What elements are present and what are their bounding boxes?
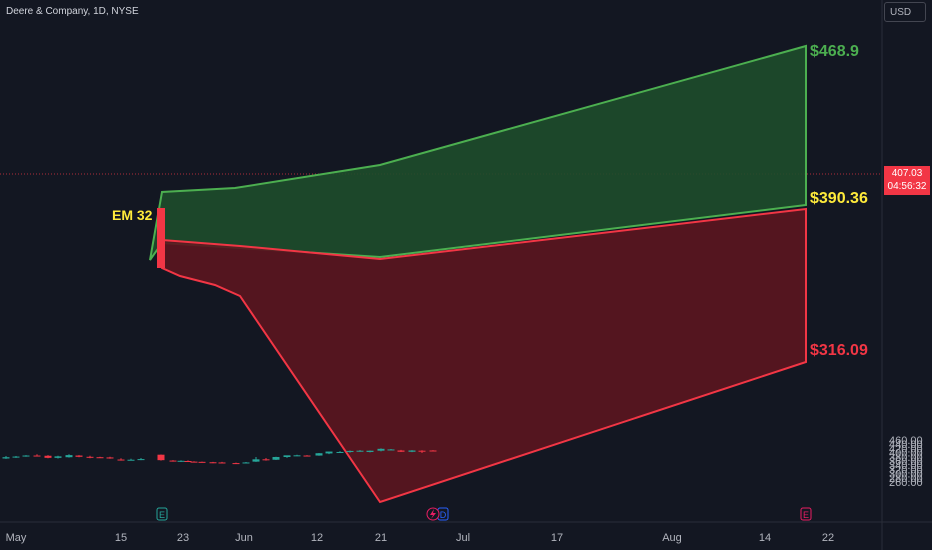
candle-body	[177, 460, 185, 462]
candle-body	[117, 459, 125, 461]
candle-body	[315, 453, 323, 456]
y-tick-label: 400.00	[889, 448, 923, 460]
candle-body	[137, 459, 145, 461]
y-tick-label: 440.00	[889, 439, 923, 451]
candle-body	[387, 449, 395, 451]
candle-body	[408, 450, 416, 452]
y-tick-label: 280.00	[889, 473, 923, 485]
lower-move-band	[161, 207, 807, 504]
candle-body	[106, 457, 114, 459]
x-tick-label: 12	[311, 532, 323, 544]
symbol-title: Deere & Company, 1D, NYSE	[6, 6, 139, 17]
candle-body	[366, 450, 374, 452]
candle-body	[232, 463, 240, 465]
upper-target-label: $468.9	[810, 43, 859, 60]
candle-body	[218, 462, 226, 464]
candle-body	[86, 456, 94, 458]
candle-body	[54, 456, 62, 458]
mid-target-label: $390.36	[810, 190, 868, 207]
y-tick-label: 360.00	[889, 456, 923, 468]
candle-body	[242, 462, 250, 464]
y-tick-label: 300.00	[889, 469, 923, 481]
candle-body	[157, 454, 165, 461]
candle-body	[283, 455, 291, 458]
y-tick-label: 460.00	[889, 435, 923, 447]
x-tick-label: 15	[115, 532, 127, 544]
candle-body	[2, 457, 10, 459]
event-letter: D	[440, 510, 447, 520]
expected-move-marker-bar	[157, 208, 165, 268]
candle-body	[184, 461, 192, 462]
bar-countdown: 04:56:32	[887, 181, 927, 192]
earnings-event-icon[interactable]: E	[800, 507, 812, 521]
candle-body	[418, 450, 426, 452]
candle-body	[33, 455, 41, 457]
candle-body	[127, 459, 135, 461]
split-lightning-icon[interactable]	[426, 507, 440, 521]
currency-selector[interactable]: USD	[884, 2, 926, 22]
y-tick-label: 320.00	[889, 464, 923, 476]
candle-body	[22, 455, 30, 457]
x-tick-label: Jun	[235, 532, 253, 544]
candle-body	[169, 460, 177, 462]
candle-body	[272, 457, 280, 460]
time-axis[interactable]: May 15 23 Jun 12 21 Jul 17 Aug 14 22	[6, 532, 835, 544]
x-tick-label: 14	[759, 532, 771, 544]
candle-body	[262, 459, 270, 461]
x-tick-label: May	[6, 532, 27, 544]
em-label: EM 32	[112, 207, 153, 223]
candle-body	[65, 455, 73, 458]
y-tick-label: 380.00	[889, 452, 923, 464]
candle-body	[190, 461, 198, 463]
candle-body	[293, 455, 301, 457]
y-tick-label: 260.00	[889, 477, 923, 489]
candle-body	[377, 448, 385, 451]
event-letter: E	[803, 510, 809, 520]
candle-body	[303, 455, 311, 457]
candle-body	[75, 455, 83, 457]
candle-body	[209, 462, 217, 464]
x-tick-label: Aug	[662, 532, 682, 544]
x-tick-label: Jul	[456, 532, 470, 544]
candle-body	[356, 450, 364, 452]
candle-body	[429, 450, 437, 452]
candle-body	[96, 457, 104, 459]
candle-body	[44, 455, 52, 458]
candle-body	[12, 456, 20, 458]
candle-body	[346, 450, 354, 452]
lower-target-label: $316.09	[810, 342, 868, 359]
event-letter: E	[159, 510, 165, 520]
candle-body	[397, 450, 405, 452]
x-tick-label: 17	[551, 532, 563, 544]
earnings-event-icon[interactable]: E	[156, 507, 168, 521]
price-axis[interactable]: 260.00280.00300.00320.00340.00360.00380.…	[889, 435, 923, 489]
y-tick-label: 420.00	[889, 443, 923, 455]
last-price-value: 407.03	[891, 168, 923, 179]
y-tick-label: 340.00	[889, 460, 923, 472]
x-tick-label: 23	[177, 532, 189, 544]
last-price-tag: 407.03 04:56:32	[884, 166, 930, 195]
candle-body	[198, 461, 206, 463]
x-tick-label: 21	[375, 532, 387, 544]
candles	[2, 448, 437, 465]
candle-body	[252, 459, 260, 462]
candle-body	[336, 451, 344, 453]
candle-body	[325, 451, 333, 454]
x-tick-label: 22	[822, 532, 834, 544]
